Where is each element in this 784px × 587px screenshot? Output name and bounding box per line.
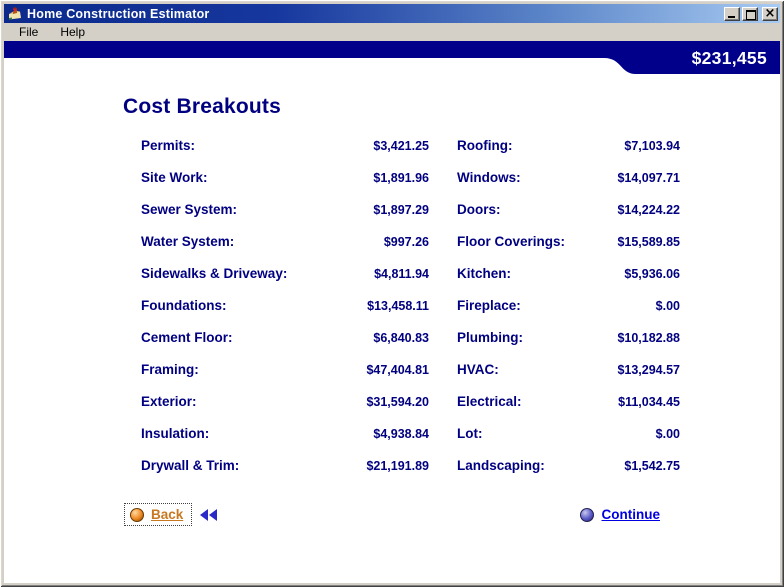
- cost-label: Landscaping:: [457, 458, 545, 473]
- cost-value: $4,938.84: [373, 427, 429, 441]
- cost-row: Cement Floor: $6,840.83: [141, 330, 429, 362]
- cost-value: $21,191.89: [366, 459, 429, 473]
- cost-row: Fireplace: $.00: [457, 298, 680, 330]
- cost-label: Doors:: [457, 202, 501, 217]
- cost-value: $1,891.96: [373, 171, 429, 185]
- cost-label: Exterior:: [141, 394, 197, 409]
- cost-value: $6,840.83: [373, 331, 429, 345]
- window-controls: ×: [724, 6, 780, 21]
- window-title: Home Construction Estimator: [27, 6, 210, 21]
- cost-row: Sewer System: $1,897.29: [141, 202, 429, 234]
- cost-value: $11,034.45: [618, 395, 680, 409]
- cost-value: $14,097.71: [617, 171, 680, 185]
- header-band: $231,455: [4, 41, 780, 74]
- cost-row: Insulation: $4,938.84: [141, 426, 429, 458]
- cost-value: $4,811.94: [374, 267, 429, 281]
- cost-breakout-table: Permits: $3,421.25 Site Work: $1,891.96 …: [141, 138, 780, 490]
- cost-row: Doors: $14,224.22: [457, 202, 680, 234]
- menu-help[interactable]: Help: [60, 25, 86, 39]
- left-arrow-icon: [200, 508, 209, 521]
- cost-label: Kitchen:: [457, 266, 511, 281]
- cost-label: Lot:: [457, 426, 483, 441]
- cost-row: Sidewalks & Driveway: $4,811.94: [141, 266, 429, 298]
- cost-row: Site Work: $1,891.96: [141, 170, 429, 202]
- cost-row: HVAC: $13,294.57: [457, 362, 680, 394]
- cost-value: $15,589.85: [617, 235, 680, 249]
- back-control: Back: [124, 503, 218, 526]
- cost-value: $10,182.88: [617, 331, 680, 345]
- cost-label: Insulation:: [141, 426, 210, 441]
- cost-label: Floor Coverings:: [457, 234, 566, 249]
- cost-label: Framing:: [141, 362, 199, 377]
- minimize-button[interactable]: [724, 6, 740, 21]
- cost-value: $1,542.75: [624, 459, 680, 473]
- cost-label: Permits:: [141, 138, 196, 153]
- cost-label: HVAC:: [457, 362, 499, 377]
- client-area: $231,455 Cost Breakouts Permits: $3,421.…: [4, 41, 780, 583]
- cost-label: Roofing:: [457, 138, 513, 153]
- continue-button[interactable]: Continue: [579, 507, 661, 522]
- back-button[interactable]: Back: [124, 503, 193, 526]
- cost-label: Foundations:: [141, 298, 227, 313]
- cost-label: Fireplace:: [457, 298, 521, 313]
- cost-column-right: Roofing: $7,103.94 Windows: $14,097.71 D…: [457, 138, 680, 490]
- left-arrow-icon: [209, 508, 218, 521]
- title-bar[interactable]: Home Construction Estimator ×: [4, 4, 780, 23]
- cost-row: Framing: $47,404.81: [141, 362, 429, 394]
- cost-row: Floor Coverings: $15,589.85: [457, 234, 680, 266]
- menu-bar: File Help: [4, 23, 780, 41]
- cost-value: $7,103.94: [624, 139, 680, 153]
- cost-label: Cement Floor:: [141, 330, 233, 345]
- close-button[interactable]: ×: [762, 6, 778, 21]
- cost-row: Electrical: $11,034.45: [457, 394, 680, 426]
- cost-label: Plumbing:: [457, 330, 523, 345]
- cost-row: Water System: $997.26: [141, 234, 429, 266]
- cost-value: $47,404.81: [366, 363, 429, 377]
- menu-file[interactable]: File: [19, 25, 39, 39]
- cost-label: Sewer System:: [141, 202, 238, 217]
- cost-row: Plumbing: $10,182.88: [457, 330, 680, 362]
- cost-value: $.00: [655, 427, 680, 441]
- total-estimate: $231,455: [691, 48, 767, 68]
- cost-row: Exterior: $31,594.20: [141, 394, 429, 426]
- cost-column-left: Permits: $3,421.25 Site Work: $1,891.96 …: [141, 138, 429, 490]
- cost-row: Drywall & Trim: $21,191.89: [141, 458, 429, 490]
- cost-label: Windows:: [457, 170, 521, 185]
- cost-value: $13,294.57: [617, 363, 680, 377]
- footer-nav: Back Continue: [124, 503, 660, 526]
- cost-value: $.00: [655, 299, 680, 313]
- header-band-shape: [4, 41, 780, 74]
- cost-value: $3,421.25: [373, 139, 429, 153]
- back-label: Back: [151, 507, 184, 522]
- cost-row: Windows: $14,097.71: [457, 170, 680, 202]
- cost-row: Foundations: $13,458.11: [141, 298, 429, 330]
- continue-ball-icon: [579, 507, 594, 522]
- cost-value: $14,224.22: [617, 203, 680, 217]
- cost-label: Sidewalks & Driveway:: [141, 266, 288, 281]
- back-ball-icon: [130, 507, 144, 522]
- rewind-arrows-icon: [200, 508, 218, 521]
- cost-row: Lot: $.00: [457, 426, 680, 458]
- cost-row: Roofing: $7,103.94: [457, 138, 680, 170]
- cost-label: Electrical:: [457, 394, 522, 409]
- cost-value: $1,897.29: [373, 203, 429, 217]
- app-icon: [9, 6, 21, 20]
- cost-row: Permits: $3,421.25: [141, 138, 429, 170]
- cost-value: $997.26: [383, 235, 429, 249]
- cost-label: Drywall & Trim:: [141, 458, 240, 473]
- cost-row: Landscaping: $1,542.75: [457, 458, 680, 490]
- page-title: Cost Breakouts: [123, 95, 282, 118]
- cost-label: Water System:: [141, 234, 235, 249]
- maximize-button[interactable]: [742, 6, 758, 21]
- cost-value: $31,594.20: [366, 395, 429, 409]
- cost-label: Site Work:: [141, 170, 208, 185]
- continue-label: Continue: [601, 507, 661, 522]
- cost-value: $13,458.11: [367, 299, 429, 313]
- cost-row: Kitchen: $5,936.06: [457, 266, 680, 298]
- cost-value: $5,936.06: [624, 267, 680, 281]
